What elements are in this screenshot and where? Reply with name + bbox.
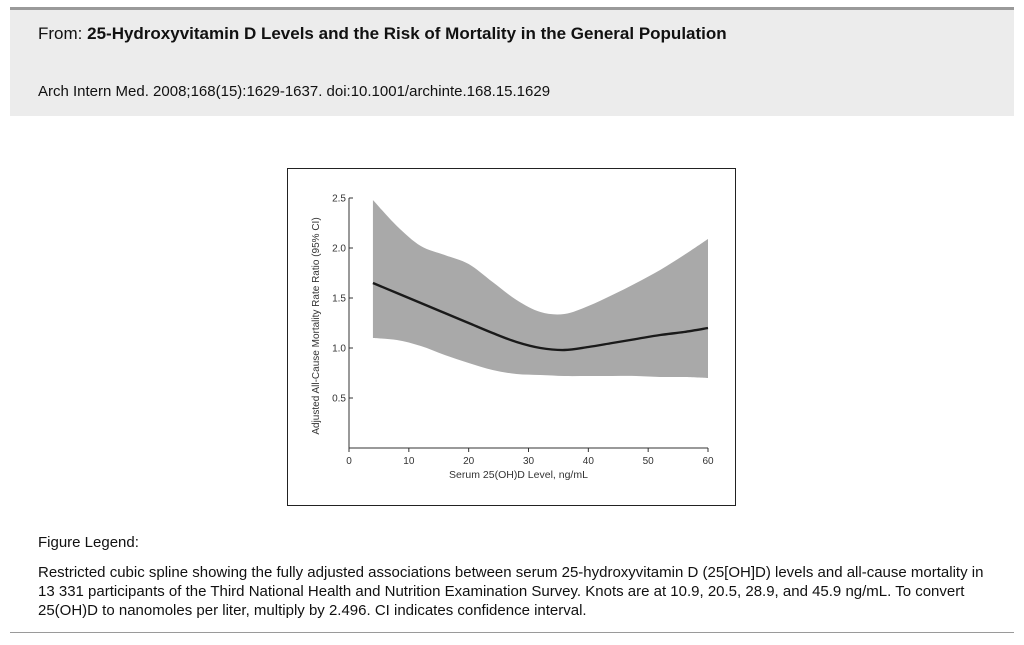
article-header: From: 25-Hydroxyvitamin D Levels and the…	[10, 10, 1014, 116]
figure-legend-text: Restricted cubic spline showing the full…	[38, 564, 984, 619]
figure-legend-title: Figure Legend:	[38, 534, 139, 551]
x-tick-label: 30	[523, 456, 535, 467]
y-tick-label: 0.5	[332, 394, 346, 405]
y-tick-label: 1.0	[332, 344, 346, 355]
top-rule	[10, 7, 1014, 10]
y-tick-label: 2.0	[332, 244, 346, 255]
spline-chart: 0.5 1.0 1.5 2.0 2.5 0 10 20 30 40 50 60 Serum 25(OH)…	[311, 194, 714, 482]
x-tick-label: 40	[583, 456, 595, 467]
from-label: From:	[38, 24, 83, 43]
citation: Arch Intern Med. 2008;168(15):1629-1637.…	[38, 83, 551, 100]
y-axis-title: Adjusted All-Cause Mortality Rate Ratio …	[311, 217, 322, 434]
x-tick-label: 60	[702, 456, 714, 467]
x-tick-label: 10	[403, 456, 415, 467]
figure-panel: 0.5 1.0 1.5 2.0 2.5 0 10 20 30 40 50 60 Serum 25(OH)…	[287, 168, 736, 506]
confidence-band	[372, 200, 708, 378]
x-tick-label: 20	[463, 456, 475, 467]
article-title-line: From: 25-Hydroxyvitamin D Levels and the…	[38, 24, 727, 44]
x-tick-label: 0	[346, 456, 352, 467]
x-tick-label: 50	[643, 456, 655, 467]
x-axis-title: Serum 25(OH)D Level, ng/mL	[449, 469, 588, 481]
y-tick-label: 2.5	[332, 194, 346, 205]
article-title[interactable]: 25-Hydroxyvitamin D Levels and the Risk …	[87, 24, 727, 43]
spline-line	[372, 281, 709, 352]
y-tick-label: 1.5	[332, 294, 346, 305]
bottom-rule	[10, 632, 1014, 633]
